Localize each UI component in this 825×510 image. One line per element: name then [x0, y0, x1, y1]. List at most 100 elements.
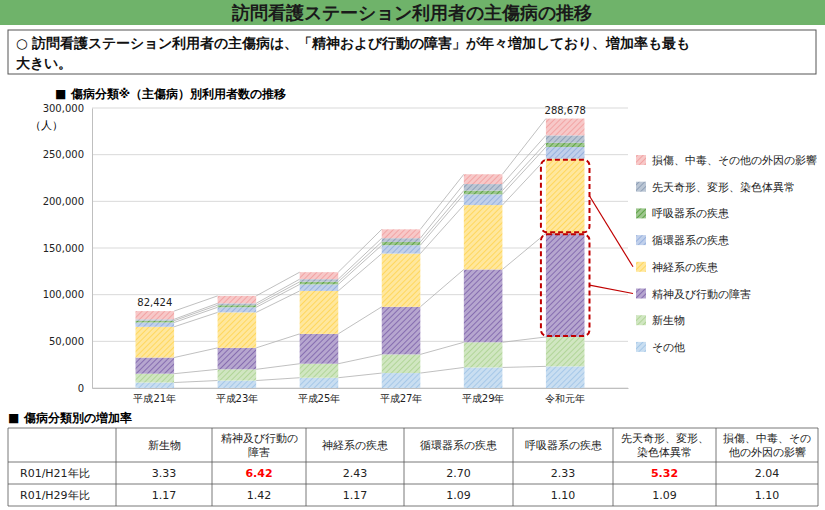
x-tick: 令和元年	[545, 388, 585, 404]
table-rule	[818, 428, 819, 506]
bar-segment	[464, 184, 503, 191]
connector-line	[420, 342, 464, 354]
connector-line	[174, 348, 218, 358]
y-tick: 150,000	[43, 243, 92, 254]
bar-segment	[382, 307, 421, 355]
connector-line	[502, 147, 546, 194]
y-tick: 50,000	[49, 336, 92, 347]
x-axis-line	[93, 388, 629, 389]
legend-label: その他	[652, 341, 685, 353]
bar-segment	[464, 174, 503, 184]
table-rule	[8, 506, 818, 507]
table-rule	[8, 484, 818, 485]
table-rule	[404, 428, 405, 506]
table-cell: 1.10	[755, 489, 780, 502]
bar-segment	[382, 254, 421, 307]
legend-swatch	[636, 182, 646, 192]
table-cell: 3.33	[152, 467, 177, 480]
y-axis-line	[92, 109, 93, 389]
bar-segment	[546, 147, 585, 159]
table-header: 神経系の疾患	[322, 439, 388, 451]
x-tick-label: 平成21年	[133, 393, 176, 404]
table-header: 他の外因の影響	[729, 446, 806, 458]
table-cell: 2.43	[343, 467, 368, 480]
connector-line	[174, 296, 218, 311]
legend-label: 循環器系の疾患	[652, 234, 729, 246]
table-cell: 1.09	[652, 489, 677, 502]
grid	[92, 108, 628, 388]
summary-line: ○ 訪問看護ステーション利用者の主傷病は、「精神および行動の障害」が年々増加して…	[16, 35, 690, 51]
bar-segment	[546, 119, 585, 136]
x-tick: 平成21年	[133, 388, 176, 404]
bar-segment	[218, 303, 257, 305]
connector-line	[502, 143, 546, 191]
highlight-box	[541, 234, 590, 336]
table-header: 先天奇形、変形、	[621, 432, 709, 444]
y-axis-unit: （人）	[30, 119, 63, 132]
table-cell: 1.42	[247, 489, 272, 502]
bar-segment	[546, 135, 585, 142]
y-tick-label: 100,000	[43, 289, 84, 300]
table-header: 循環器系の疾患	[420, 439, 497, 451]
legend-label: 新生物	[652, 314, 685, 326]
bar-segment	[136, 358, 175, 374]
legend-swatch	[636, 342, 646, 352]
bar-segment	[136, 383, 175, 388]
legend-swatch	[636, 155, 646, 165]
bar-segment	[218, 296, 257, 303]
bar-segment	[136, 323, 175, 327]
connector-line	[338, 242, 382, 282]
legend-label: 損傷、中毒、その他の外因の影響	[652, 154, 817, 166]
bar-segment	[382, 354, 421, 373]
total-label: 82,424	[137, 297, 172, 308]
connector-line	[256, 364, 300, 370]
table-header: 呼吸器系の疾患	[525, 439, 602, 451]
table-cell: 1.17	[152, 489, 177, 502]
legend-swatch	[636, 289, 646, 299]
chart-title: ■ 傷病分類※（主傷病）別利用者数の推移	[55, 87, 286, 101]
bar-segment	[136, 374, 175, 383]
bar-segment	[218, 305, 257, 307]
legend-swatch	[636, 208, 646, 218]
bar-segment	[218, 381, 257, 388]
table-rule	[8, 428, 9, 506]
summary-box	[8, 30, 816, 74]
connector-line	[502, 366, 546, 367]
bar-segment	[136, 327, 175, 358]
connector-line	[420, 205, 464, 254]
y-tick: 200,000	[43, 196, 92, 207]
table-header: 染色体異常	[637, 446, 692, 458]
bar-segment	[464, 342, 503, 367]
bar-segment	[218, 312, 257, 347]
bar-segment	[546, 366, 585, 388]
table-cell: 2.70	[446, 467, 471, 480]
connector-line	[420, 269, 464, 306]
table-cell: 1.09	[446, 489, 471, 502]
table-header: 新生物	[148, 439, 181, 451]
y-tick-label: 300,000	[43, 103, 84, 114]
connector-line	[256, 378, 300, 381]
table-cell: 2.04	[755, 467, 780, 480]
plot-area	[136, 119, 585, 388]
connector-line	[256, 272, 300, 296]
bar-segment	[300, 282, 339, 285]
x-tick: 平成25年	[298, 388, 341, 404]
connector-line	[420, 367, 464, 373]
connector-line	[502, 135, 546, 184]
legend-label: 先天奇形、変形、染色体異常	[652, 181, 795, 193]
connector-line	[502, 119, 546, 175]
bar-segment	[546, 233, 585, 337]
legend-swatch	[636, 262, 646, 272]
table-cell: 1.17	[343, 489, 368, 502]
connector-line	[420, 174, 464, 229]
bar-segment	[300, 334, 339, 364]
connector-line	[338, 307, 382, 334]
connector-line	[338, 238, 382, 279]
legend-swatch	[636, 235, 646, 245]
y-tick-label: 150,000	[43, 243, 84, 254]
bar-segment	[300, 279, 339, 282]
connector-line	[174, 369, 218, 373]
bar-segment	[546, 143, 585, 147]
connector-line	[256, 279, 300, 303]
x-tick-label: 平成25年	[298, 393, 341, 404]
